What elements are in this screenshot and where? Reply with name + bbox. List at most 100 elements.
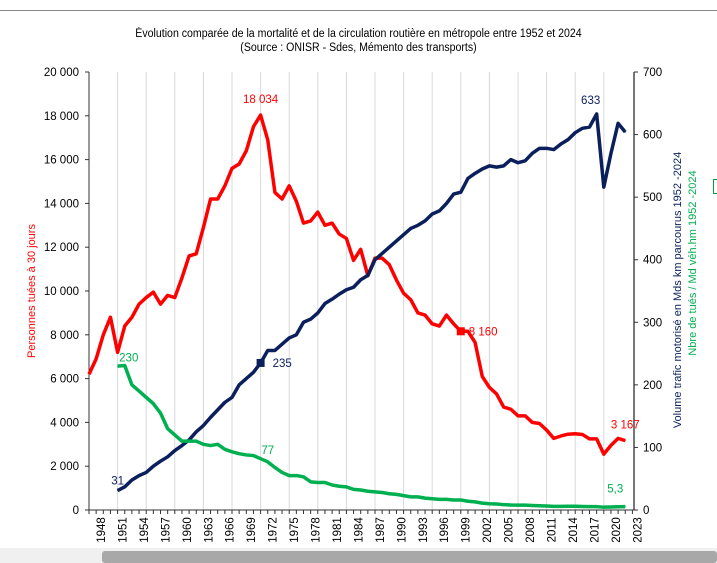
data-point [496,166,498,168]
data-point [510,408,512,410]
chart-title-block: Évolution comparée de la mortalité et de… [29,27,689,55]
data-point [596,506,598,508]
data-point [95,358,97,360]
x-tick-label: 1957 [160,517,172,543]
data-point [303,222,304,224]
data-point [481,168,483,170]
data-point [538,147,540,149]
x-tick-label: 1990 [396,517,408,543]
data-point [181,277,183,279]
data-point [517,162,519,164]
data-point [324,303,326,305]
y-tick-label-right: 700 [643,67,662,79]
x-tick-label: 1954 [139,517,151,543]
data-label: 5,3 [607,484,623,496]
data-point [238,384,240,386]
data-point [553,437,555,439]
y-tick-label-right: 300 [643,317,662,329]
data-point [610,506,612,508]
chart-subtitle: (Source : ONISR - Sdes, Mémento des tran… [240,42,477,54]
data-point [553,505,555,507]
series-line-2 [117,363,626,509]
data-point [410,299,412,301]
x-tick-label: 1999 [461,517,473,543]
data-point [188,255,190,257]
data-point [374,491,376,493]
data-point [160,303,161,305]
data-point [567,433,569,435]
data-point [581,127,583,129]
data-point [624,440,626,442]
data-point [360,279,362,281]
y-tick-label-left: 16 000 [44,155,79,167]
data-point [531,152,533,154]
y-tick-label-left: 4 000 [50,417,79,429]
data-point [231,396,233,398]
data-point [338,293,340,295]
data-point [267,461,269,463]
data-point [295,334,297,336]
data-point [496,503,498,505]
data-point [331,484,333,486]
data-point [388,493,390,495]
data-point [381,257,383,259]
data-point [381,252,383,254]
data-point [345,486,347,488]
data-point [202,226,204,228]
data-point [210,445,212,447]
data-point [202,443,204,445]
y-axis-title-right-rate: Nbre de tués / Md véh.hm 1952 -2024 [687,170,699,355]
data-point [438,325,440,327]
data-point [474,501,476,503]
data-point [117,365,119,367]
data-point [589,506,590,508]
data-point [610,152,612,154]
data-point [546,147,548,149]
data-point [174,434,176,436]
y-tick-label-right: 400 [643,255,662,267]
data-point [288,475,290,477]
x-tick-label: 1969 [246,517,258,543]
chart-title: Évolution comparée de la mortalité et de… [135,28,582,40]
data-point [517,415,519,417]
data-point [281,343,283,345]
highlight-marker [256,358,265,367]
data-point [395,240,397,242]
data-point [446,202,447,204]
data-point [317,312,319,314]
data-point [431,498,433,500]
data-point [589,438,590,440]
data-point [231,167,233,169]
data-point [488,165,490,167]
data-point [338,485,340,487]
data-point [388,264,390,266]
data-label: 3 167 [611,420,640,432]
series-line-0 [87,113,626,456]
data-point [496,393,498,395]
data-label: 8 160 [469,326,498,338]
data-point [188,440,190,442]
data-label: 18 034 [243,94,279,106]
scrollbar-thumb[interactable] [102,551,717,563]
data-point [145,396,147,398]
data-point [224,185,226,187]
data-point [324,224,326,226]
data-point [195,253,197,255]
data-point [267,349,269,351]
data-point [217,409,219,411]
data-point [617,506,619,508]
x-tick-label: 1966 [225,517,237,543]
data-point [481,502,483,504]
data-point [152,465,154,467]
data-point [231,451,233,453]
data-point [245,454,247,456]
data-point [403,292,405,294]
y-tick-label-right: 600 [643,130,662,142]
data-point [224,401,226,403]
data-label: 633 [581,95,600,107]
data-point [138,303,140,305]
data-point [453,323,455,325]
horizontal-scrollbar[interactable] [0,548,717,563]
data-point [224,448,226,450]
y-tick-label-left: 0 [73,505,79,517]
